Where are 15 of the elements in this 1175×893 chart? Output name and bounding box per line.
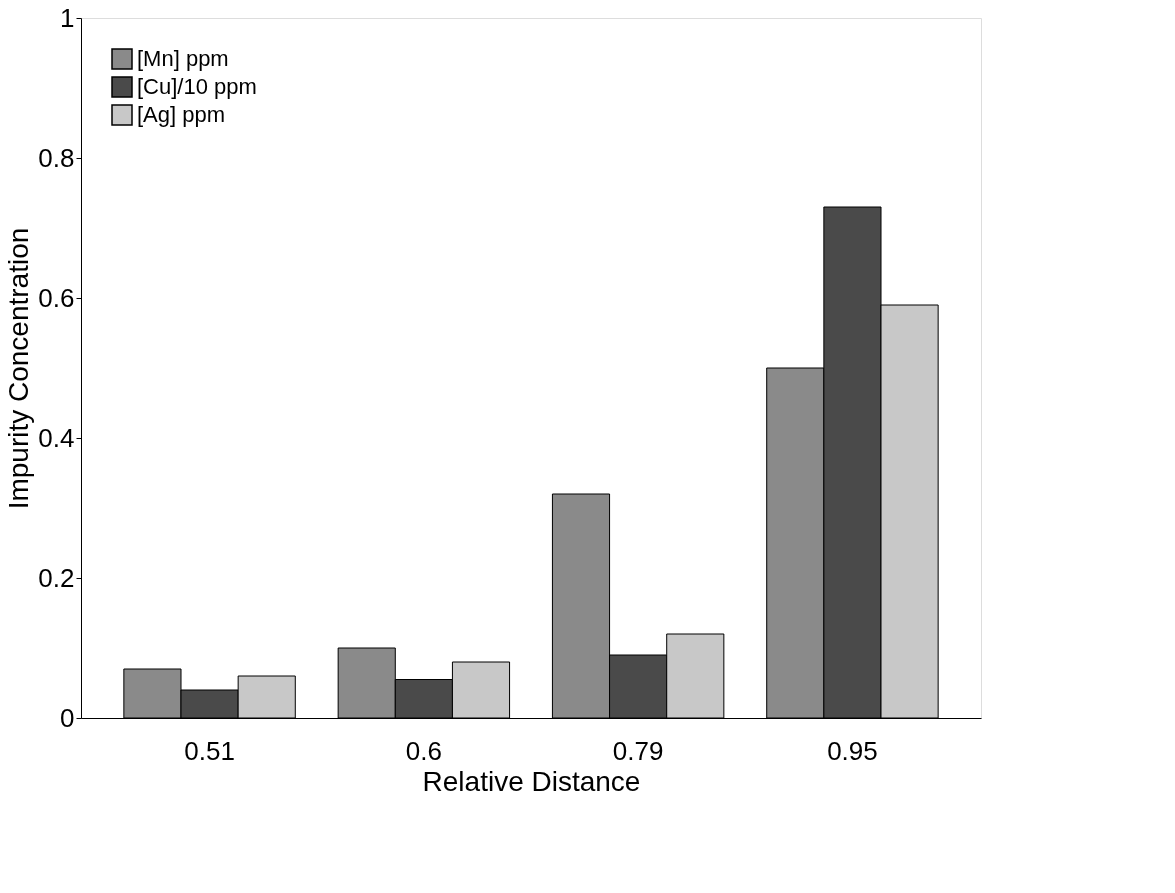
y-tick-label: 0 xyxy=(60,702,75,733)
y-tick-label: 0.2 xyxy=(38,562,75,593)
legend-label: [Mn] ppm xyxy=(137,46,229,71)
x-tick-label: 0.6 xyxy=(405,735,442,766)
x-tick-label: 0.79 xyxy=(612,735,664,766)
y-tick-label: 1 xyxy=(60,2,75,33)
y-axis-title: Impurity Concentration xyxy=(3,227,35,510)
x-tick-label: 0.95 xyxy=(827,735,878,766)
y-tick-label: 0.6 xyxy=(38,282,75,313)
x-axis-title: Relative Distance xyxy=(422,765,641,797)
legend-label: [Ag] ppm xyxy=(137,102,226,127)
y-tick-label: 0.8 xyxy=(38,142,75,173)
legend-label: [Cu]/10 ppm xyxy=(137,74,257,99)
x-tick-label: 0.51 xyxy=(184,735,235,766)
y-tick-label: 0.4 xyxy=(38,422,75,453)
